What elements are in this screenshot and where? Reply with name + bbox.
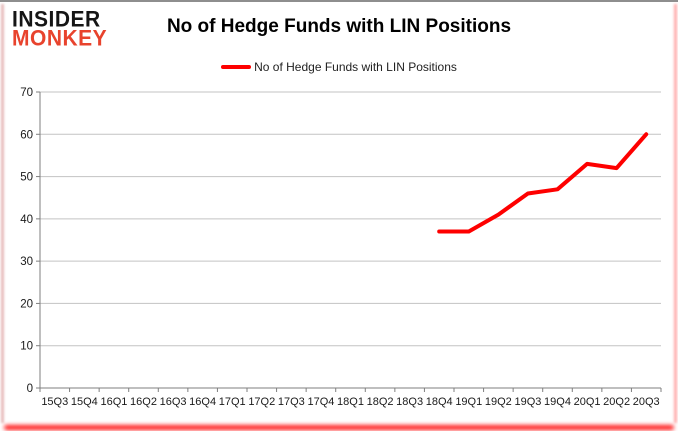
x-axis-tick-label: 17Q4 — [307, 396, 334, 408]
y-axis-tick-label: 20 — [20, 298, 33, 310]
chart-legend: No of Hedge Funds with LIN Positions — [0, 60, 678, 74]
x-axis-tick-label: 19Q4 — [544, 396, 571, 408]
x-axis-tick-label: 16Q2 — [130, 396, 157, 408]
legend-line-swatch — [221, 65, 252, 69]
x-axis-tick-label: 18Q1 — [337, 396, 364, 408]
x-axis-tick-label: 19Q1 — [455, 396, 482, 408]
x-axis-tick-label: 19Q2 — [485, 396, 512, 408]
x-axis-tick-label: 19Q3 — [514, 396, 541, 408]
x-axis-tick-label: 18Q2 — [367, 396, 394, 408]
data-line-series — [437, 132, 649, 234]
x-axis-tick-label: 20Q2 — [603, 396, 630, 408]
y-axis-tick-label: 50 — [20, 172, 33, 184]
x-axis-tick-label: 17Q3 — [278, 396, 305, 408]
y-axis-tick-label: 0 — [27, 383, 33, 395]
logo-text-insider: INSIDER — [12, 7, 101, 32]
card-bottom-red-shadow — [4, 425, 674, 430]
x-axis-tick-label: 18Q4 — [426, 396, 453, 408]
card-right-glow — [674, 4, 677, 423]
y-axis-tick-label: 70 — [20, 87, 33, 99]
x-axis-tick-label: 16Q1 — [100, 396, 127, 408]
x-axis-tick-label: 20Q1 — [574, 396, 601, 408]
x-axis-tick-label: 17Q2 — [248, 396, 275, 408]
x-axis-tick-label: 17Q1 — [219, 396, 246, 408]
y-axis-tick-label: 30 — [20, 256, 33, 268]
legend-label: No of Hedge Funds with LIN Positions — [254, 60, 457, 74]
y-axis-tick-label: 10 — [20, 341, 33, 353]
logo-text-monkey: MONKEY — [12, 26, 108, 51]
x-axis-tick-label: 20Q3 — [633, 396, 660, 408]
y-axis-tick-label: 60 — [20, 129, 33, 141]
x-axis-tick-label: 15Q3 — [41, 396, 68, 408]
chart-title: No of Hedge Funds with LIN Positions — [166, 16, 512, 37]
y-axis-tick-label: 40 — [20, 214, 33, 226]
x-axis-tick-label: 16Q3 — [160, 396, 187, 408]
insider-monkey-logo: INSIDER MONKEY — [12, 7, 108, 51]
x-axis-tick-label: 16Q4 — [189, 396, 216, 408]
x-axis-tick-label: 18Q3 — [396, 396, 423, 408]
card-left-glow — [1, 4, 4, 423]
x-axis-tick-label: 15Q4 — [71, 396, 98, 408]
